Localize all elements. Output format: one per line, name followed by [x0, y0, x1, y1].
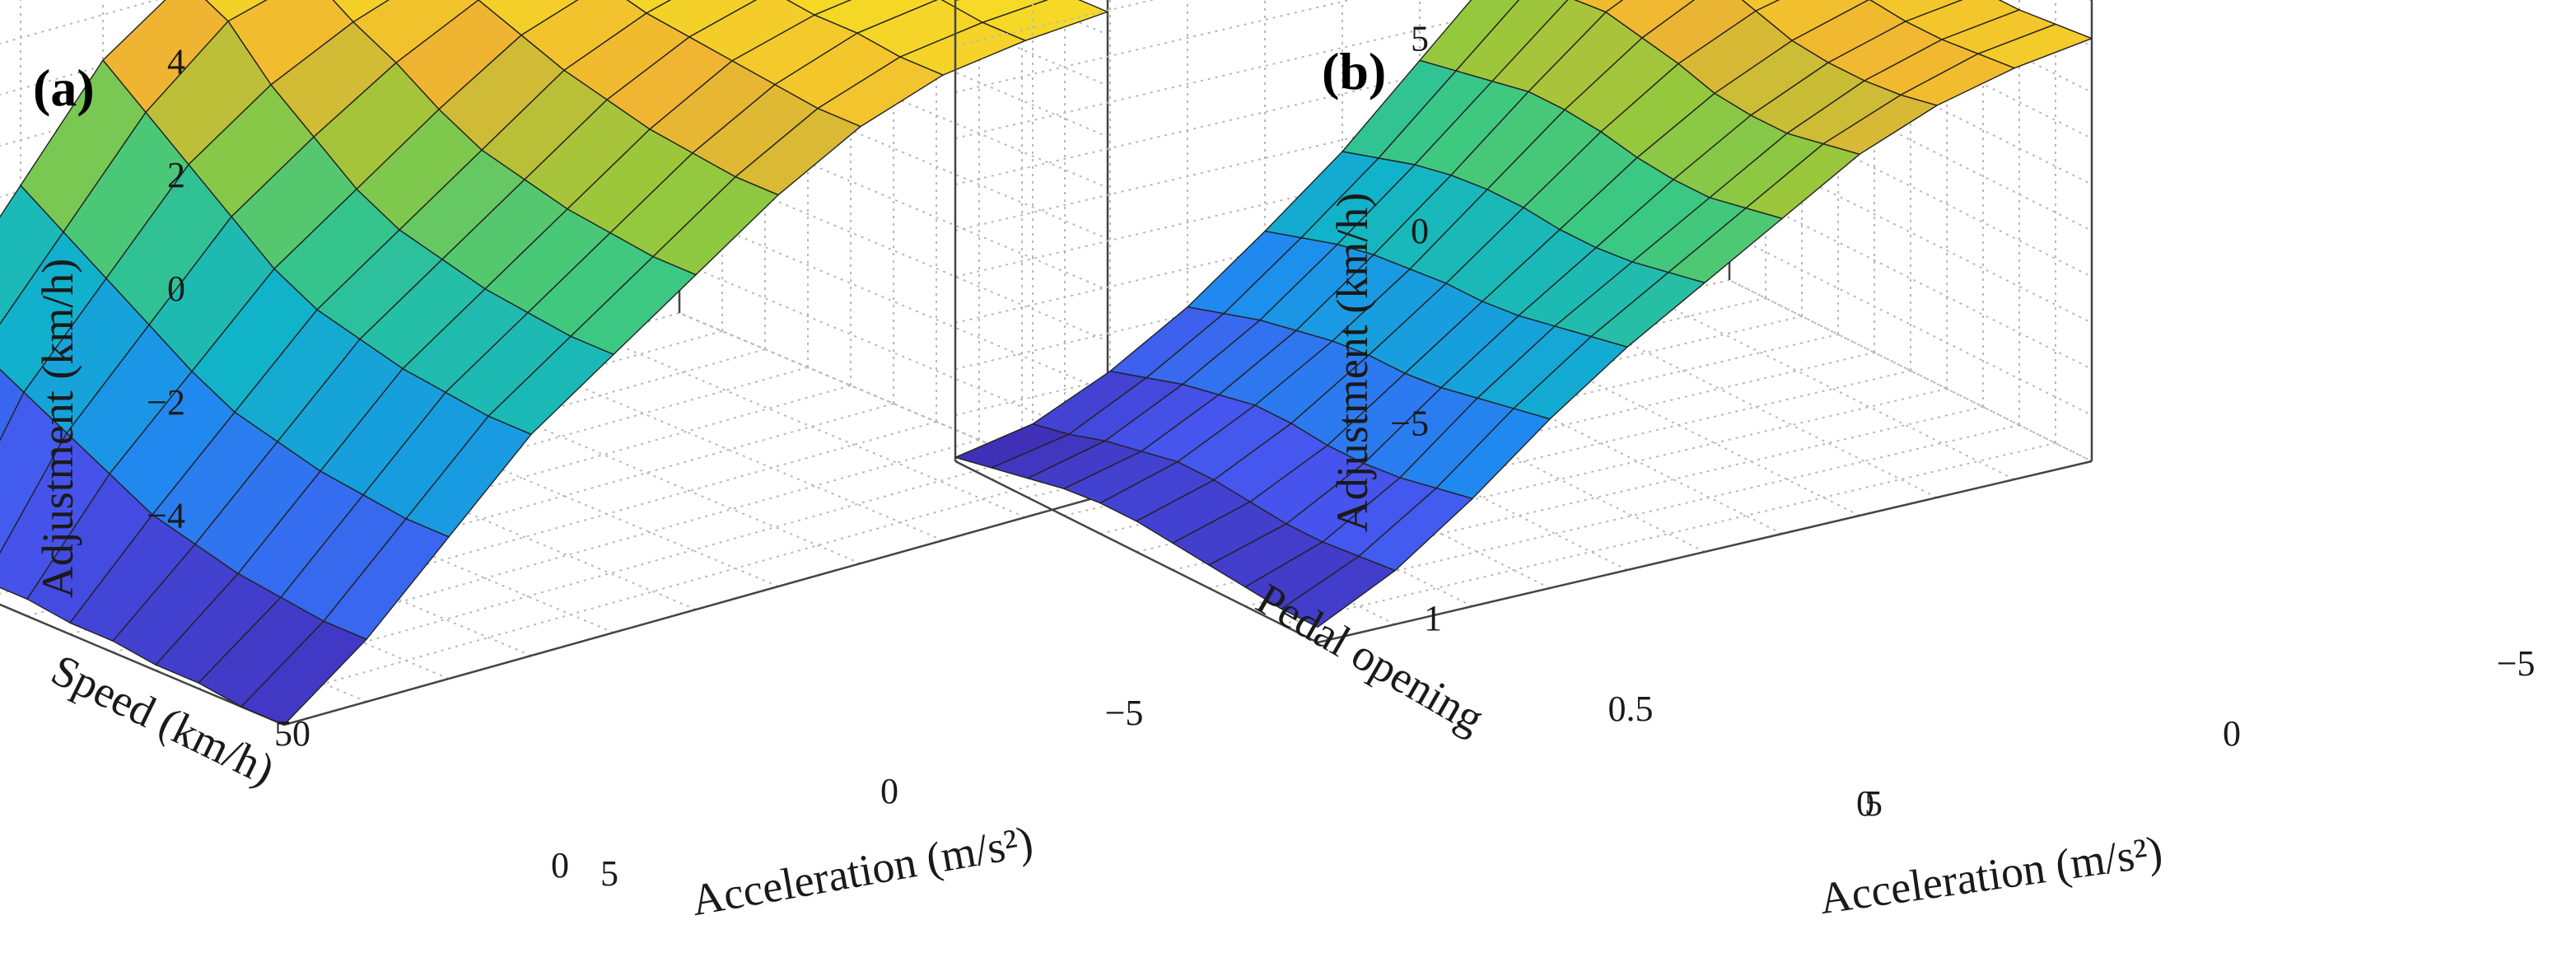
- z-tick-label: −2: [147, 382, 185, 423]
- axis-edge: [1317, 460, 2093, 644]
- z-tick-label: 4: [167, 41, 185, 82]
- axes-box-b: [954, 0, 2093, 644]
- z-tick-label: 0: [167, 269, 185, 309]
- x-tick-label: 0: [880, 771, 898, 811]
- y-axis-title: Pedal opening: [1248, 574, 1492, 744]
- axis-edge: [0, 603, 285, 726]
- z-axis-title: Adjustment (km/h): [33, 259, 82, 598]
- grid-line: [0, 158, 1108, 352]
- grid-line: [0, 5, 1108, 199]
- grid-line: [1496, 334, 1860, 516]
- z-tick-label: −4: [147, 496, 185, 536]
- x-tick-label: 0: [2223, 713, 2241, 754]
- grid-line: [1651, 297, 2015, 480]
- grid-line: [0, 311, 1108, 505]
- surface-patch: [786, 0, 852, 16]
- z-tick-label: 0: [1411, 211, 1429, 251]
- z-tick-label: −5: [1390, 403, 1429, 443]
- surface-a: [0, 0, 1108, 726]
- surface-patch: [626, 0, 672, 14]
- x-tick-label: −5: [2497, 643, 2536, 684]
- x-tick-label: 5: [1864, 783, 1883, 824]
- y-tick-label: 1: [1424, 598, 1442, 638]
- grid-line: [0, 209, 1108, 403]
- grid-line: [596, 335, 1026, 518]
- axis-edge: [954, 460, 1318, 644]
- grid-line: [1342, 370, 1706, 553]
- grid-line: [0, 260, 1108, 454]
- x-axis-title: Acceleration (m/s²): [1817, 826, 2166, 923]
- y-tick-label: 0: [1856, 783, 1874, 824]
- z-tick-label: 5: [1411, 19, 1429, 59]
- y-tick-label: 0: [551, 845, 569, 885]
- grid-line: [240, 475, 1066, 708]
- grid-line: [0, 107, 1108, 301]
- grid-line: [0, 56, 1108, 250]
- panel-label: (a): [33, 58, 95, 117]
- grid-line: [679, 312, 1108, 495]
- z-tick-label: 2: [167, 155, 185, 195]
- z-axis-title: Adjustment (km/h): [1328, 193, 1377, 532]
- grid-line: [514, 358, 944, 541]
- grid-line: [1419, 352, 1783, 535]
- surface-b: [954, 0, 2093, 628]
- y-tick-label: 50: [274, 713, 310, 754]
- y-tick-label: 0.5: [1608, 689, 1654, 729]
- x-tick-label: 5: [600, 853, 618, 894]
- panel-label: (b): [1322, 42, 1386, 100]
- surface-patch: [204, 0, 268, 22]
- surface-patch: [1741, 0, 1780, 12]
- grid-line: [1729, 279, 2093, 462]
- surface-patch: [0, 368, 25, 441]
- grid-line: [0, 0, 1108, 147]
- grid-line: [1574, 315, 1938, 498]
- surface-patch: [332, 0, 390, 23]
- x-tick-label: −5: [1105, 693, 1144, 733]
- surface-patch: [1281, 555, 1396, 628]
- surface-patch: [240, 620, 367, 726]
- axis-edge: [283, 493, 1108, 726]
- x-axis-title: Acceleration (m/s²): [688, 816, 1037, 925]
